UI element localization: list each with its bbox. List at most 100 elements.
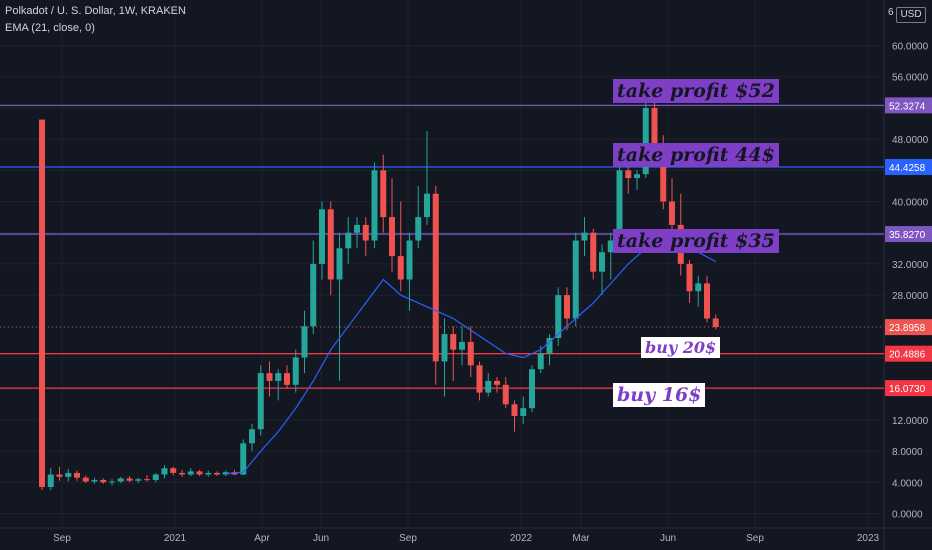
price-level-tag[interactable] <box>885 97 932 114</box>
candle-body <box>249 429 255 444</box>
candle-body <box>389 217 395 257</box>
candle-body <box>660 146 667 202</box>
candle-body <box>712 318 719 328</box>
candle-body <box>109 481 115 483</box>
candle-body <box>625 170 632 179</box>
candle-body <box>310 263 317 327</box>
candle-body <box>406 240 413 280</box>
candle-body <box>695 283 702 292</box>
price-level-tag-label: 23.8958 <box>889 323 926 334</box>
candle-body <box>319 209 325 264</box>
candle-body <box>336 248 343 280</box>
candle-body <box>441 334 448 362</box>
candle-body <box>642 107 649 175</box>
price-level-tag[interactable] <box>885 319 932 336</box>
price-level-tag-label: 35.8270 <box>889 230 926 241</box>
candle-body <box>39 119 45 487</box>
indicator-legend[interactable]: EMA (21, close, 0) <box>5 22 95 34</box>
buy-16-label[interactable]: buy 16$ <box>613 383 706 407</box>
candle-body <box>345 232 352 249</box>
candle-body <box>634 174 640 179</box>
candle-body <box>590 232 597 272</box>
price-level-tag[interactable] <box>885 226 932 243</box>
x-tick-label: Mar <box>572 533 590 544</box>
candle-body <box>275 373 282 381</box>
take-profit-44-label[interactable]: take profit 44$ <box>613 143 779 167</box>
candle-body <box>520 408 527 416</box>
candle-body <box>266 373 273 381</box>
candle-body <box>301 326 308 358</box>
candle-body <box>432 193 439 362</box>
candle-body <box>616 170 623 241</box>
candle-body <box>161 468 168 475</box>
candle-body <box>371 170 378 241</box>
x-tick-label: Sep <box>399 533 417 544</box>
price-level-tag-label: 16.0730 <box>889 384 926 395</box>
candle-body <box>415 217 422 241</box>
candle-body <box>476 365 483 393</box>
candle-body <box>502 384 509 405</box>
horizontal-levels[interactable] <box>0 104 884 389</box>
candle-body <box>459 341 465 350</box>
x-tick-label: Jun <box>313 533 329 544</box>
ema-line <box>225 235 717 475</box>
candle-body <box>292 357 299 385</box>
candle-body <box>485 380 492 393</box>
candle-body <box>214 472 220 475</box>
candle-body <box>100 479 107 483</box>
candle-body <box>529 369 535 409</box>
y-tick-label: 48.0000 <box>892 135 929 146</box>
price-level-tag[interactable] <box>885 158 932 175</box>
candle-body <box>581 232 588 241</box>
candles <box>39 84 719 491</box>
candle-body <box>555 295 562 338</box>
y-tick-label: 0.0000 <box>892 510 923 521</box>
symbol-legend[interactable]: Polkadot / U. S. Dollar, 1W, KRAKEN <box>5 5 186 17</box>
candle-body <box>354 224 360 233</box>
y-tick-label: 32.0000 <box>892 260 929 271</box>
candle-body <box>126 478 133 481</box>
y-tick-label: 8.0000 <box>892 447 923 458</box>
currency-prefix: 6 <box>888 7 894 18</box>
x-axis[interactable]: Sep 2021 Apr Jun Sep 2022 Mar Jun Sep 2023 <box>53 533 879 544</box>
candle-body <box>327 209 334 280</box>
y-tick-label: 60.0000 <box>892 42 929 53</box>
candle-body <box>187 471 194 475</box>
x-tick-label: 2021 <box>164 533 187 544</box>
y-tick-label: 12.0000 <box>892 416 929 427</box>
candle-body <box>135 479 142 481</box>
take-profit-52-label[interactable]: take profit $52 <box>613 79 779 103</box>
candle-body <box>511 404 518 416</box>
price-level-tag[interactable] <box>885 345 932 362</box>
candle-body <box>424 193 430 218</box>
price-level-tag[interactable] <box>885 380 932 397</box>
candle-body <box>284 373 290 385</box>
x-tick-label: 2023 <box>857 533 880 544</box>
ema-21-line <box>225 235 717 475</box>
candle-body <box>362 224 369 241</box>
x-tick-label: Jun <box>660 533 676 544</box>
take-profit-35-label[interactable]: take profit $35 <box>613 229 779 253</box>
price-level-tag-label: 44.4258 <box>889 163 926 174</box>
x-tick-label: 2022 <box>510 533 533 544</box>
candle-body <box>47 474 54 487</box>
candle-body <box>537 353 544 370</box>
candle-body <box>467 341 474 366</box>
candle-body <box>196 471 203 475</box>
candle-body <box>572 240 579 319</box>
buy-20-label[interactable]: buy 20$ <box>641 337 721 358</box>
y-axis[interactable]: 0.00004.00008.000012.000016.000020.00002… <box>885 42 932 521</box>
candle-body <box>117 478 124 482</box>
x-tick-label: Apr <box>254 533 270 544</box>
candle-body <box>144 479 150 481</box>
y-tick-label: 40.0000 <box>892 198 929 209</box>
candle-body <box>397 256 404 280</box>
y-tick-label: 56.0000 <box>892 73 929 84</box>
candle-body <box>170 468 177 473</box>
candle-body <box>56 474 63 477</box>
currency-button[interactable]: USD <box>896 7 926 23</box>
candle-body <box>222 472 229 475</box>
price-level-tag-label: 52.3274 <box>889 101 926 112</box>
candle-body <box>257 373 264 430</box>
